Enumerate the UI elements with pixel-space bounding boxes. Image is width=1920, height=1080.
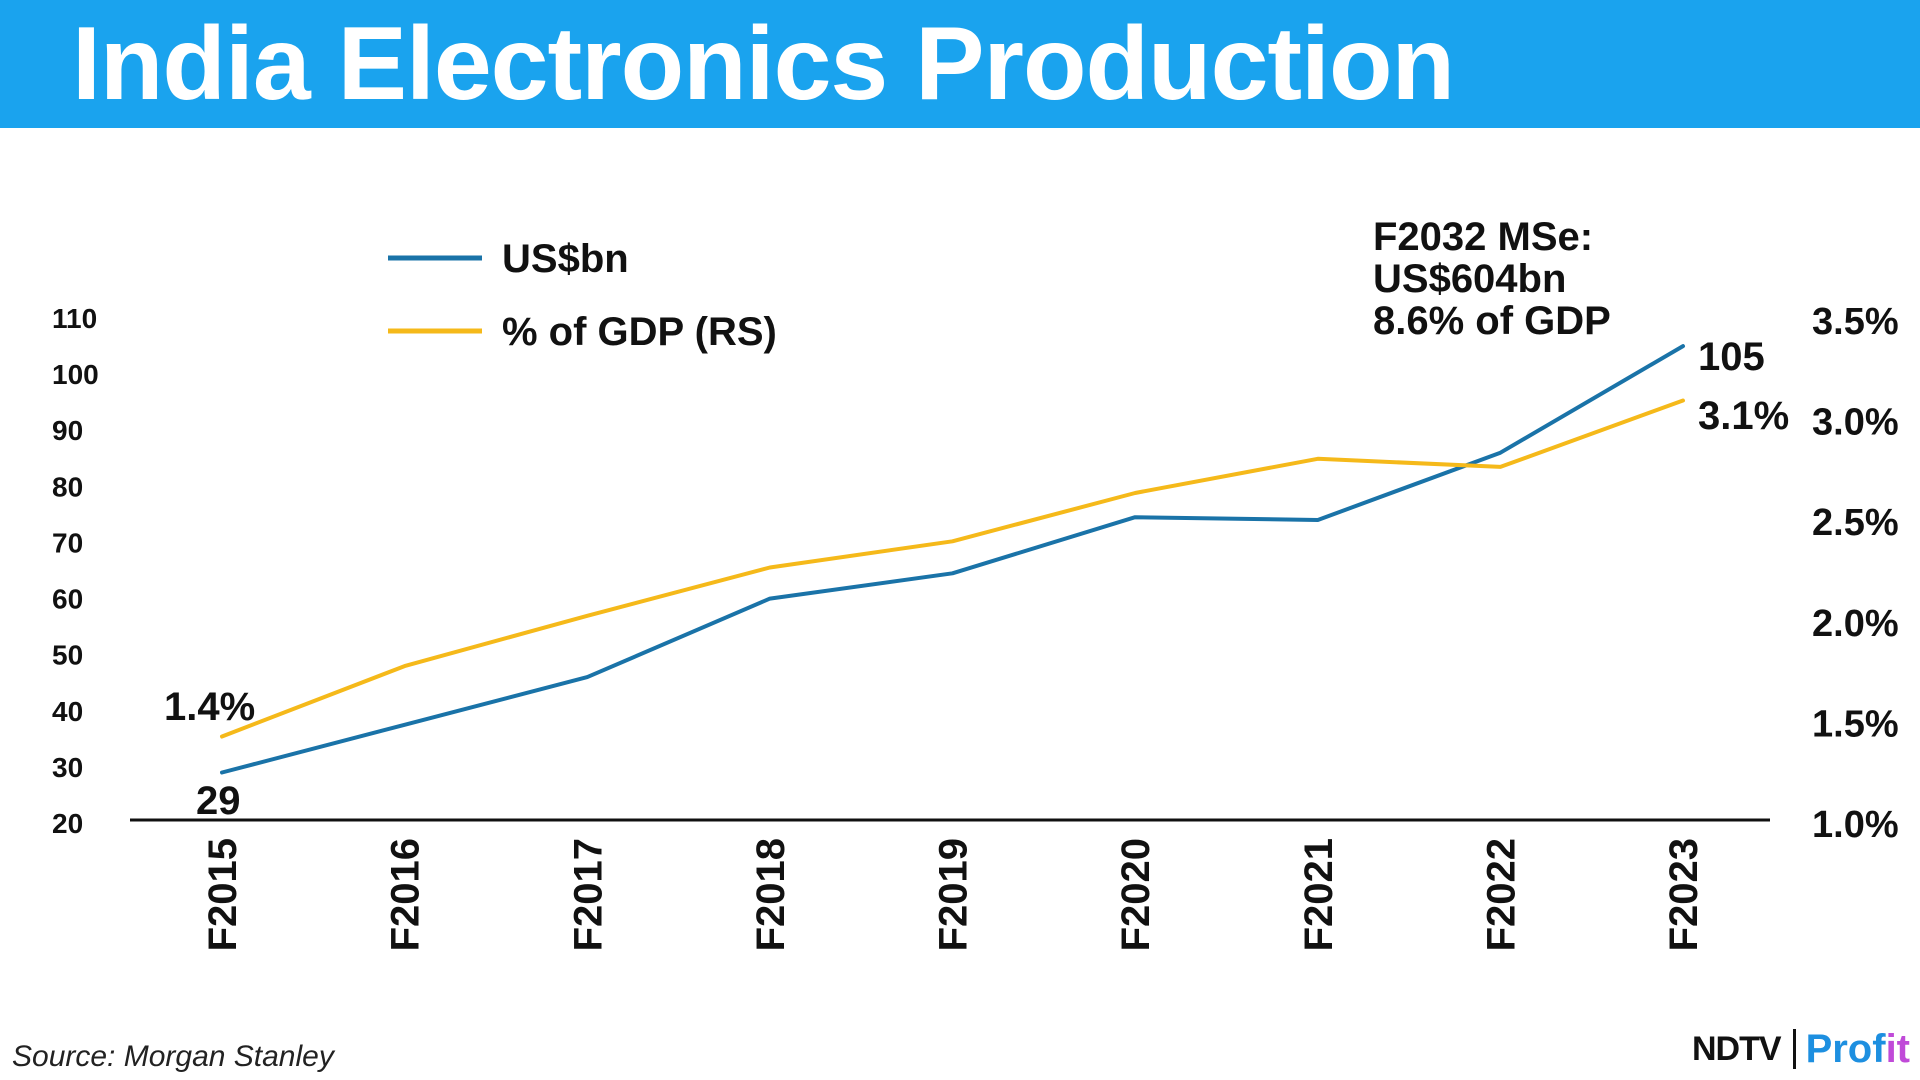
source-note: Source: Morgan Stanley [12,1040,334,1073]
data-label-start-usd: 29 [196,779,241,823]
right-axis: 1.0% 1.5% 2.0% 2.5% 3.0% 3.5% [1812,301,1899,846]
left-tick-label: 80 [52,471,83,502]
forecast-annotation: 8.6% of GDP [1373,299,1611,343]
forecast-annotation: US$604bn [1373,257,1566,301]
right-tick-label: 3.5% [1812,301,1899,343]
right-tick-label: 2.5% [1812,502,1899,544]
x-tick-label: F2019 [932,838,976,951]
title-banner: India Electronics Production [0,0,1920,128]
left-axis: 20 30 40 50 60 70 80 90 100 110 [52,303,99,839]
left-tick-label: 20 [52,808,83,839]
x-tick-label: F2020 [1114,838,1158,951]
x-tick-label: F2021 [1297,838,1341,951]
left-tick-label: 60 [52,584,83,615]
data-label-start-gdp: 1.4% [164,685,255,729]
x-axis: F2015 F2016 F2017 F2018 F2019 F2020 F2021 F2022… [201,838,1706,951]
left-tick-label: 90 [52,415,83,446]
legend: US$bn % of GDP (RS) [388,237,777,354]
right-tick-label: 3.0% [1812,402,1899,444]
brand-profit-b: it [1885,1026,1910,1071]
left-tick-label: 50 [52,640,83,671]
left-tick-label: 70 [52,527,83,558]
right-tick-label: 1.5% [1812,703,1899,745]
legend-label: US$bn [502,237,629,281]
x-tick-label: F2018 [749,838,793,951]
series-line-usd [220,344,1685,775]
page-title: India Electronics Production [72,6,1455,122]
left-tick-label: 40 [52,696,83,727]
left-tick-label: 100 [52,359,99,390]
x-tick-label: F2022 [1479,838,1523,951]
data-label-end-gdp: 3.1% [1698,394,1789,438]
series-lines [220,344,1685,775]
x-tick-label: F2016 [384,838,428,951]
left-tick-label: 30 [52,752,83,783]
data-label-end-usd: 105 [1698,335,1765,379]
forecast-annotation: F2032 MSe: [1373,215,1593,259]
right-tick-label: 2.0% [1812,603,1899,645]
left-tick-label: 110 [52,303,97,334]
brand-profit-a: Prof [1805,1026,1886,1071]
series-line-gdp [220,398,1685,739]
brand-logo: NDTV Prof it [1692,1024,1910,1074]
brand-ndtv: NDTV [1692,1029,1782,1068]
brand-separator [1792,1029,1796,1069]
x-tick-label: F2015 [201,838,245,951]
x-tick-label: F2023 [1662,838,1706,951]
legend-label: % of GDP (RS) [502,310,777,354]
right-tick-label: 1.0% [1812,804,1899,846]
x-tick-label: F2017 [566,838,610,951]
